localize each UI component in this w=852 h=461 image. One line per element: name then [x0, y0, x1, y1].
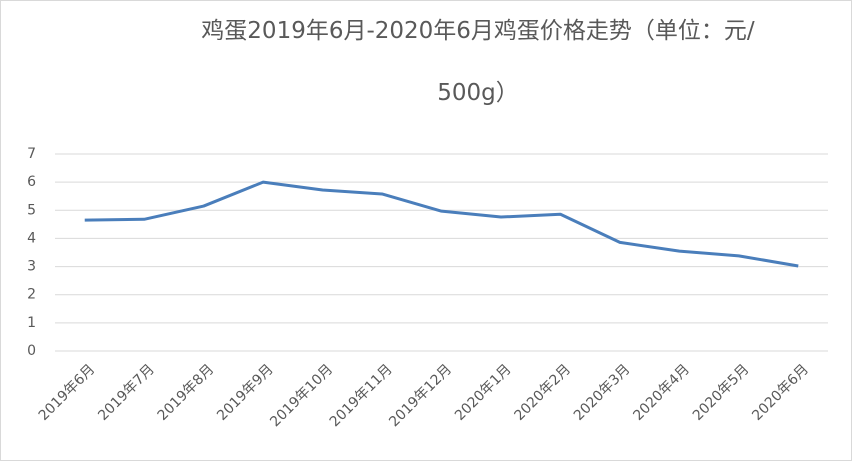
y-tick-label: 7 [27, 146, 36, 162]
x-tick-label: 2020年5月 [690, 361, 753, 424]
y-tick-label: 3 [27, 259, 36, 275]
y-tick-label: 5 [27, 202, 36, 218]
x-tick-label: 2019年11月 [327, 361, 396, 430]
x-tick-label: 2019年12月 [386, 361, 455, 430]
y-tick-label: 2 [27, 287, 36, 303]
x-tick-label: 2019年6月 [36, 361, 99, 424]
x-tick-label: 2019年8月 [155, 361, 218, 424]
x-tick-label: 2019年7月 [95, 361, 158, 424]
x-tick-label: 2020年1月 [452, 361, 515, 424]
y-tick-label: 6 [27, 174, 36, 190]
x-tick-label: 2020年6月 [749, 361, 812, 424]
x-tick-label: 2020年4月 [630, 361, 693, 424]
y-tick-label: 1 [27, 315, 36, 331]
x-tick-label: 2020年3月 [571, 361, 634, 424]
line-series [84, 180, 799, 268]
chart-title: 鸡蛋2019年6月-2020年6月鸡蛋价格走势（单位：元/500g） [201, 18, 755, 106]
y-tick-label: 0 [27, 343, 36, 359]
y-tick-label: 4 [27, 230, 36, 246]
x-tick-label: 2020年2月 [511, 361, 574, 424]
x-tick-label: 2019年9月 [214, 361, 277, 424]
x-tick-label: 2019年10月 [267, 361, 336, 430]
